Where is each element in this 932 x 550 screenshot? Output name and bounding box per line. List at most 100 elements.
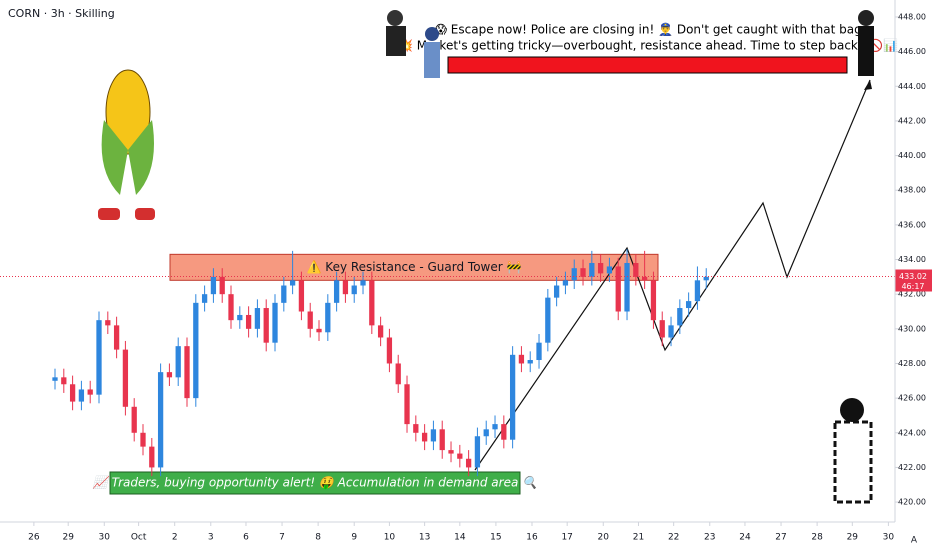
candle-body bbox=[562, 280, 569, 286]
candle-body bbox=[131, 406, 137, 433]
candle-body bbox=[166, 372, 173, 378]
x-tick-label: 28 bbox=[811, 533, 823, 543]
x-tick-label: 10 bbox=[384, 533, 396, 543]
candle-body bbox=[69, 384, 76, 402]
candle-body bbox=[263, 308, 269, 343]
x-tick-label: 21 bbox=[633, 533, 644, 543]
candle-body bbox=[553, 285, 560, 298]
x-tick-label: 17 bbox=[561, 533, 572, 543]
scale-mode: A bbox=[911, 536, 918, 546]
candle-body bbox=[509, 354, 516, 440]
candle-body bbox=[96, 320, 102, 395]
x-tick-label: 24 bbox=[739, 533, 751, 543]
candle-body bbox=[386, 337, 393, 364]
candle-body bbox=[228, 294, 234, 321]
y-tick-label: 448.00 bbox=[898, 12, 926, 21]
y-tick-label: 440.00 bbox=[898, 151, 926, 160]
candle-body bbox=[545, 297, 551, 343]
corn-mascot bbox=[98, 69, 155, 220]
y-tick-label: 424.00 bbox=[898, 428, 926, 437]
last-price-tag bbox=[895, 269, 932, 292]
police-figures bbox=[386, 10, 874, 78]
candle-body bbox=[668, 325, 674, 338]
candle-body bbox=[395, 363, 401, 385]
y-tick-label: 432.00 bbox=[898, 290, 926, 299]
x-tick-label: 9 bbox=[351, 533, 357, 543]
y-tick-label: 420.00 bbox=[898, 498, 926, 507]
candle-body bbox=[492, 424, 498, 430]
thief-figure bbox=[833, 398, 873, 504]
candle-body bbox=[703, 276, 709, 281]
x-tick-label: 16 bbox=[526, 533, 538, 543]
candle-body bbox=[157, 372, 164, 468]
candle-body bbox=[413, 424, 419, 433]
candle-body bbox=[615, 266, 621, 312]
y-tick-label: 434.00 bbox=[898, 255, 926, 264]
annotation-box bbox=[447, 56, 848, 74]
resistance-label: ⚠️ Key Resistance - Guard Tower 🚧 bbox=[307, 260, 522, 274]
symbol-header: CORN · 3h · Skilling bbox=[8, 7, 115, 20]
y-tick-label: 438.00 bbox=[898, 186, 926, 195]
candle-body bbox=[298, 280, 305, 312]
candle-body bbox=[483, 429, 489, 437]
candle-body bbox=[633, 262, 639, 277]
candle-body bbox=[254, 308, 261, 329]
candle-body bbox=[149, 446, 155, 468]
candle-body bbox=[518, 354, 525, 364]
candle-body bbox=[245, 314, 252, 329]
y-tick-label: 436.00 bbox=[898, 220, 926, 229]
x-tick-label: 30 bbox=[99, 533, 111, 543]
candle-body bbox=[571, 268, 577, 281]
candle-body bbox=[501, 424, 507, 440]
x-tick-label: 13 bbox=[419, 533, 430, 543]
candle-body bbox=[210, 276, 217, 295]
arrow-head bbox=[864, 80, 872, 90]
candle-body bbox=[659, 320, 665, 338]
candle-body bbox=[78, 389, 85, 402]
candle-body bbox=[105, 320, 111, 326]
x-tick-label: 14 bbox=[454, 533, 466, 543]
y-tick-label: 422.00 bbox=[898, 463, 926, 472]
candle-body bbox=[113, 325, 120, 350]
candle-body bbox=[87, 389, 93, 395]
candle-body bbox=[377, 325, 384, 338]
x-tick-label: 15 bbox=[490, 533, 501, 543]
candle-body bbox=[677, 308, 683, 326]
y-tick-label: 446.00 bbox=[898, 47, 926, 56]
candle-body bbox=[430, 429, 437, 442]
candle-body bbox=[333, 280, 340, 303]
candle-body bbox=[201, 294, 208, 303]
candle-body bbox=[61, 377, 67, 385]
candle-body bbox=[122, 349, 129, 407]
y-tick-label: 444.00 bbox=[898, 82, 926, 91]
candle-body bbox=[527, 360, 533, 364]
candle-body bbox=[685, 301, 692, 309]
y-tick-label: 430.00 bbox=[898, 324, 926, 333]
x-tick-label: 7 bbox=[279, 533, 285, 543]
candle-body bbox=[448, 450, 454, 454]
marks: 420.00 422.00 424.00 426.00 428.00 430.00 432.… bbox=[0, 12, 932, 543]
candle-body bbox=[624, 262, 630, 312]
candle-body bbox=[457, 453, 463, 459]
candle-body bbox=[289, 280, 296, 286]
candle-body bbox=[140, 432, 146, 447]
candle-body bbox=[184, 346, 190, 399]
candle-body bbox=[369, 280, 375, 326]
candle-body bbox=[606, 266, 613, 274]
candle-body bbox=[694, 280, 701, 302]
x-tick-label: 30 bbox=[883, 533, 895, 543]
y-tick-label: 428.00 bbox=[898, 359, 926, 368]
candle-body bbox=[237, 314, 243, 321]
x-tick-label: 3 bbox=[208, 533, 214, 543]
candle-body bbox=[325, 302, 331, 333]
candle-body bbox=[342, 280, 349, 295]
candle-body bbox=[404, 384, 410, 425]
x-tick-label: 29 bbox=[62, 533, 74, 543]
candle-body bbox=[307, 311, 313, 329]
annotation: 💥 Market's getting tricky—overbought, re… bbox=[398, 39, 898, 53]
last-price-label: 433.02 bbox=[899, 272, 927, 281]
candle-body bbox=[360, 280, 366, 286]
candle-body bbox=[421, 432, 428, 442]
candle-body bbox=[465, 458, 472, 468]
